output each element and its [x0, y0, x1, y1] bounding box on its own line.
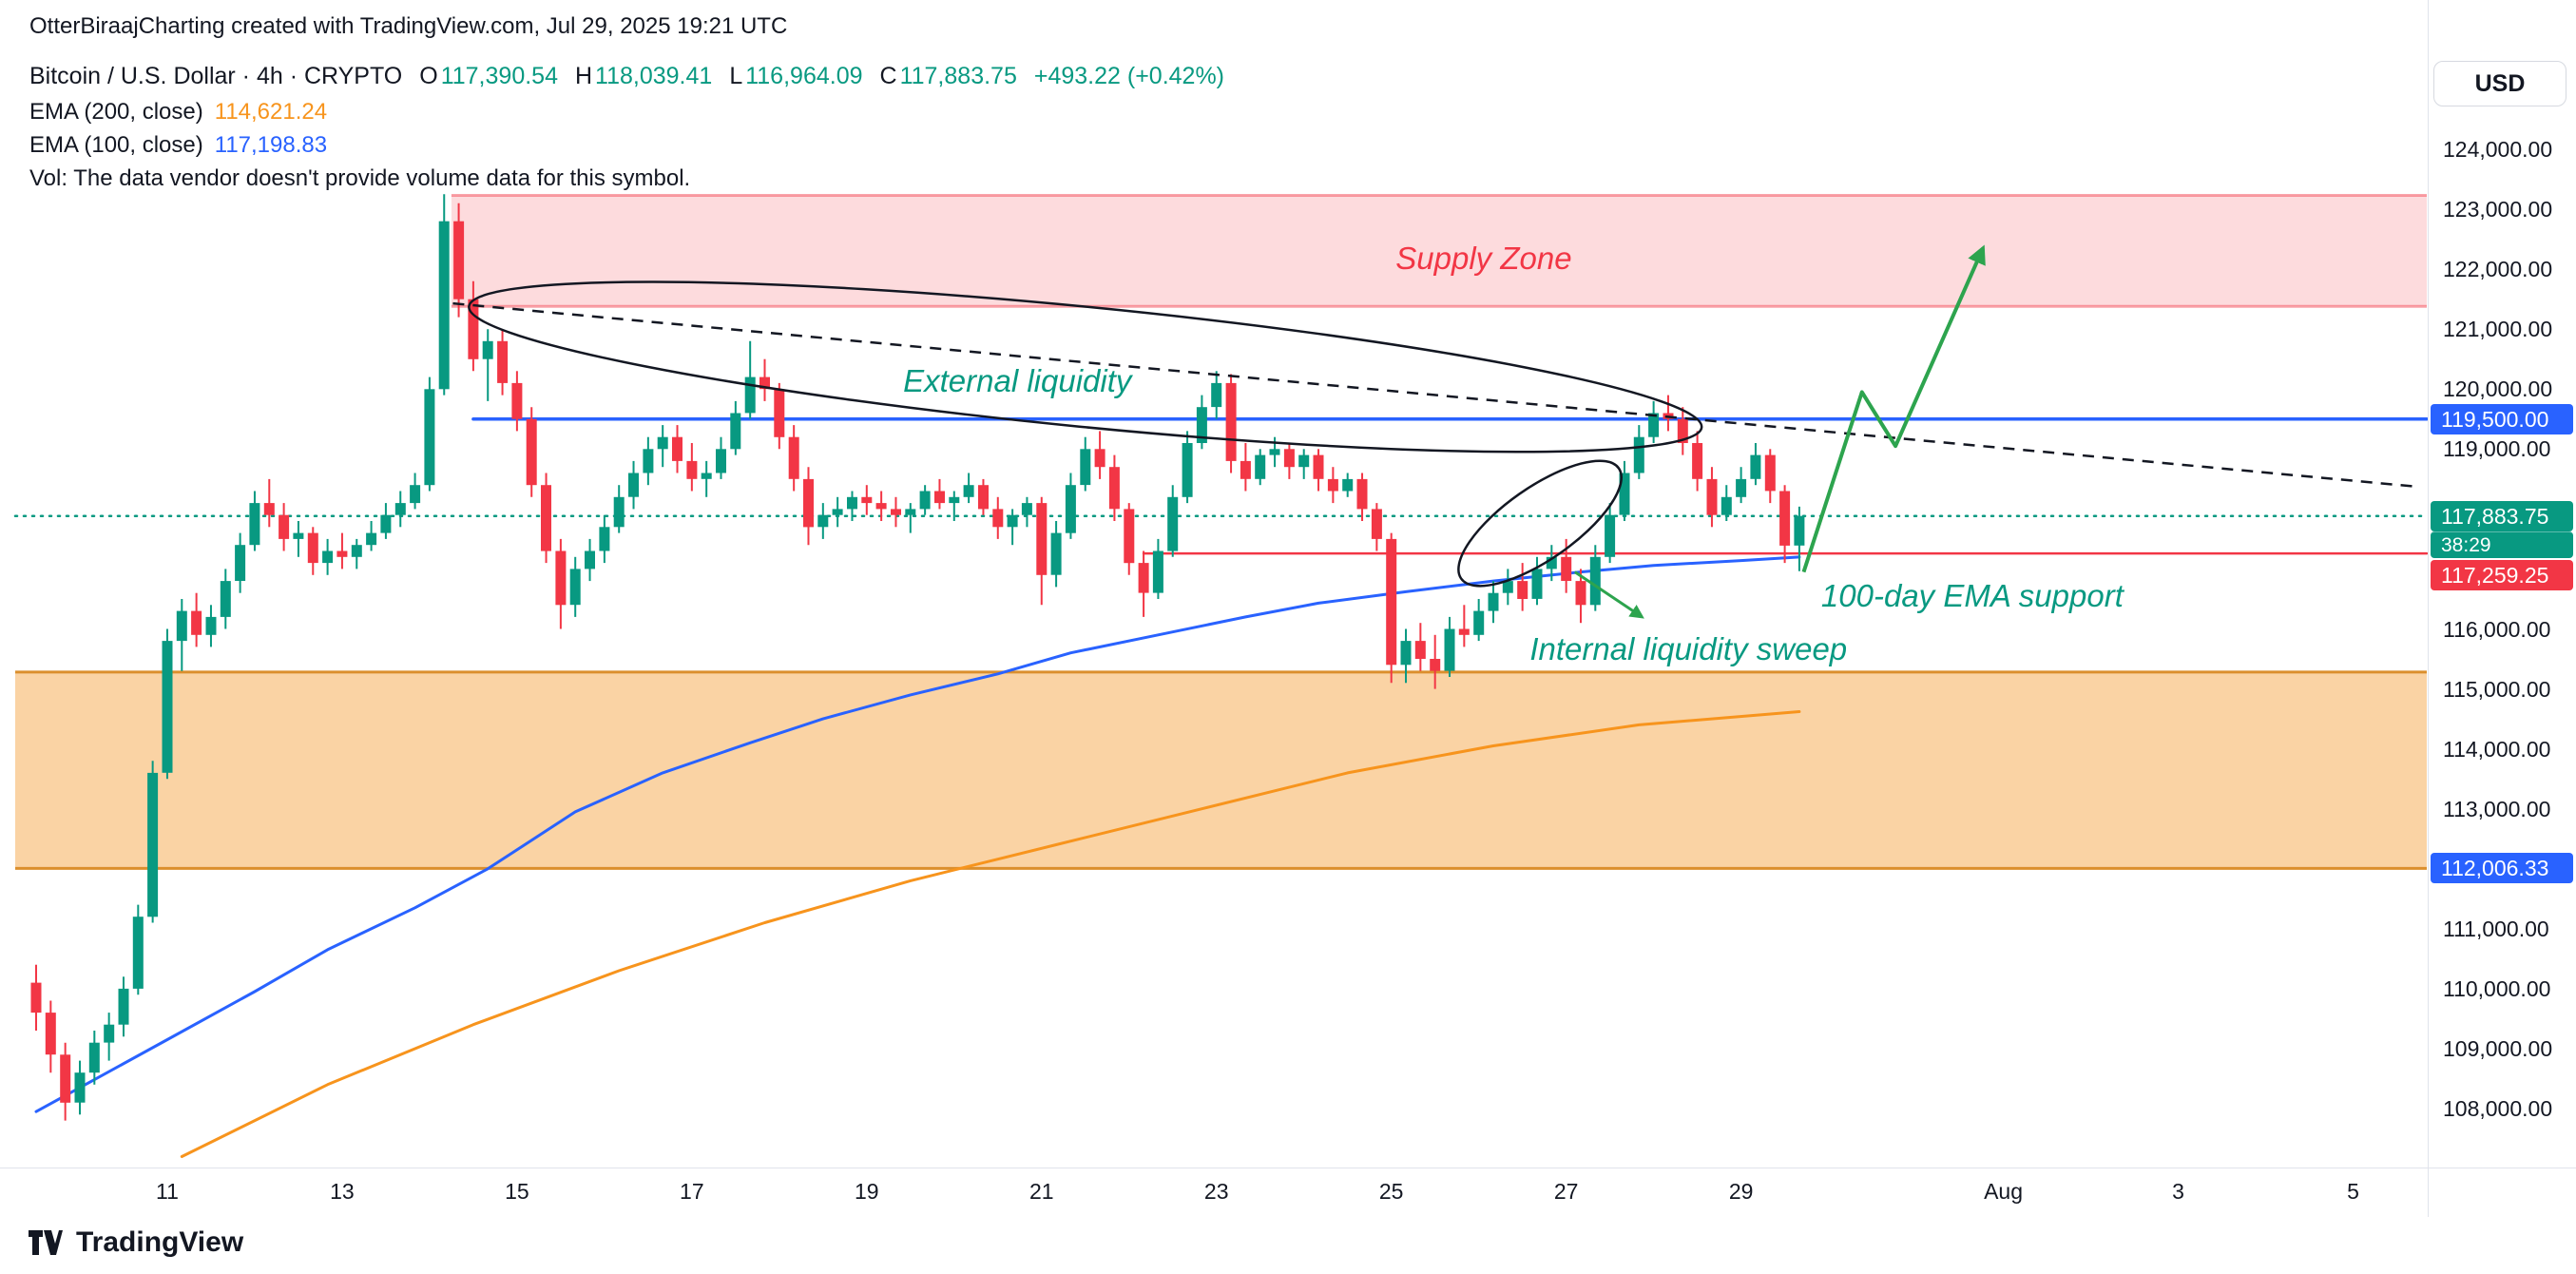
price-tag[interactable]: 119,500.00	[2431, 403, 2573, 434]
price-axis-label: 109,000.00	[2443, 1035, 2553, 1061]
external-liquidity-ellipse[interactable]	[463, 247, 1707, 488]
footer-brand[interactable]: TradingView	[29, 1226, 243, 1259]
time-axis-label: 25	[1378, 1179, 1404, 1204]
internal-liquidity-ellipse[interactable]	[1440, 439, 1639, 608]
price-axis-label: 122,000.00	[2443, 257, 2553, 282]
price-axis-label: 120,000.00	[2443, 376, 2553, 402]
supply-zone[interactable]	[451, 194, 2427, 308]
ohlc-low: L 116,964.09	[729, 63, 863, 89]
time-axis-label: 3	[2172, 1179, 2184, 1204]
time-axis-label: 29	[1728, 1179, 1754, 1204]
ema100-legend[interactable]: EMA (100, close) 117,198.83	[29, 132, 328, 158]
time-axis-label: 5	[2347, 1179, 2359, 1204]
volume-note[interactable]: Vol: The data vendor doesn't provide vol…	[29, 165, 691, 191]
time-axis-label: 23	[1203, 1179, 1229, 1204]
ohlc-open: O 117,390.54	[419, 63, 558, 89]
price-axis-label: 124,000.00	[2443, 137, 2553, 162]
price-axis-label: 121,000.00	[2443, 317, 2553, 342]
ema200-value: 114,621.24	[214, 99, 328, 125]
brand-name: TradingView	[76, 1226, 244, 1258]
price-axis[interactable]: 124,000.00 123,000.00 122,000.00 121,000.00…	[2428, 0, 2576, 1218]
price-tag[interactable]: 117,259.25	[2431, 559, 2573, 590]
symbol-legend-row: Bitcoin / U.S. Dollar · 4h · CRYPTO O 117…	[29, 63, 1224, 90]
price-axis-label: 110,000.00	[2443, 975, 2551, 1001]
demand-zone[interactable]	[15, 670, 2427, 870]
sweep-pointer-arrow[interactable]	[1573, 570, 1644, 619]
price-axis-label: 116,000.00	[2443, 616, 2551, 642]
price-axis-label: 113,000.00	[2443, 796, 2551, 821]
attribution-line: OtterBiraajCharting created with Trading…	[29, 13, 788, 39]
descending-trendline[interactable]	[452, 301, 2419, 489]
time-axis-label: 15	[505, 1179, 529, 1204]
price-tag[interactable]: 112,006.33	[2431, 853, 2573, 884]
time-axis-label: Aug	[1984, 1179, 2024, 1204]
price-axis-label: 111,000.00	[2443, 916, 2549, 941]
price-axis-label: 123,000.00	[2443, 197, 2553, 222]
price-axis-label: 119,000.00	[2443, 436, 2551, 462]
change-value: +493.22 (+0.42%)	[1033, 63, 1225, 89]
ema-200-line[interactable]	[180, 710, 1801, 1158]
price-axis-label: 108,000.00	[2443, 1096, 2553, 1122]
time-axis-label: 17	[680, 1179, 704, 1204]
candles-series[interactable]	[30, 194, 1805, 1121]
time-axis-label: 13	[330, 1179, 355, 1204]
symbol-title[interactable]: Bitcoin / U.S. Dollar · 4h · CRYPTO	[29, 63, 403, 89]
time-axis-label: 19	[855, 1179, 879, 1204]
time-axis-label: 27	[1553, 1179, 1579, 1204]
ohlc-high: H 118,039.41	[574, 63, 713, 89]
ohlc-close: C 117,883.75	[879, 63, 1017, 89]
time-axis[interactable]: 11 13 15 17 19 21 23 25 27 29 Aug 3 5	[0, 1168, 2428, 1217]
ema200-legend[interactable]: EMA (200, close) 114,621.24	[29, 99, 328, 125]
time-axis-label: 21	[1028, 1179, 1054, 1204]
price-tag[interactable]: 117,883.75	[2431, 500, 2573, 531]
price-axis-label: 114,000.00	[2443, 736, 2551, 762]
currency-button[interactable]: USD	[2433, 61, 2566, 106]
price-axis-separator	[2428, 0, 2429, 1217]
price-axis-label: 115,000.00	[2443, 676, 2551, 702]
tradingview-logo[interactable]	[29, 1228, 63, 1257]
candle-countdown: 38:29	[2431, 531, 2573, 558]
time-axis-label: 11	[156, 1179, 179, 1204]
ema100-value: 117,198.83	[214, 132, 328, 158]
projection-arrow[interactable]	[1801, 244, 1986, 573]
